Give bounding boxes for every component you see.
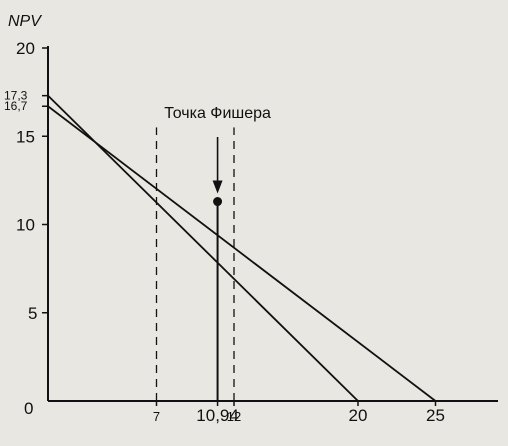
fisher-marker <box>212 137 223 207</box>
x-tick-label: 7 <box>153 409 160 424</box>
x-tick-label: 25 <box>426 406 445 425</box>
fisher-point <box>213 197 223 207</box>
y-axis-title: NPV <box>8 13 42 30</box>
x-tick-label: 20 <box>349 406 368 425</box>
y-tick-label: 10 <box>16 216 35 235</box>
axes <box>42 46 498 406</box>
x-tick-label: 12 <box>227 409 241 424</box>
y-tick-label: 0 <box>24 399 33 418</box>
npv-lines <box>47 95 437 402</box>
x-tick-label: 10,94 <box>196 406 239 425</box>
fisher-arrow-head <box>212 180 223 194</box>
reference-lines <box>155 127 235 401</box>
fisher-point-label: Точка Фишера <box>164 105 271 122</box>
y-tick-label: 16,7 <box>4 99 28 113</box>
y-tick-label: 17,3 <box>4 89 28 103</box>
y-tick-label: 15 <box>16 127 35 146</box>
y-tick-label: 20 <box>16 39 35 58</box>
npv-line <box>47 105 437 402</box>
y-tick-label: 5 <box>28 304 37 323</box>
